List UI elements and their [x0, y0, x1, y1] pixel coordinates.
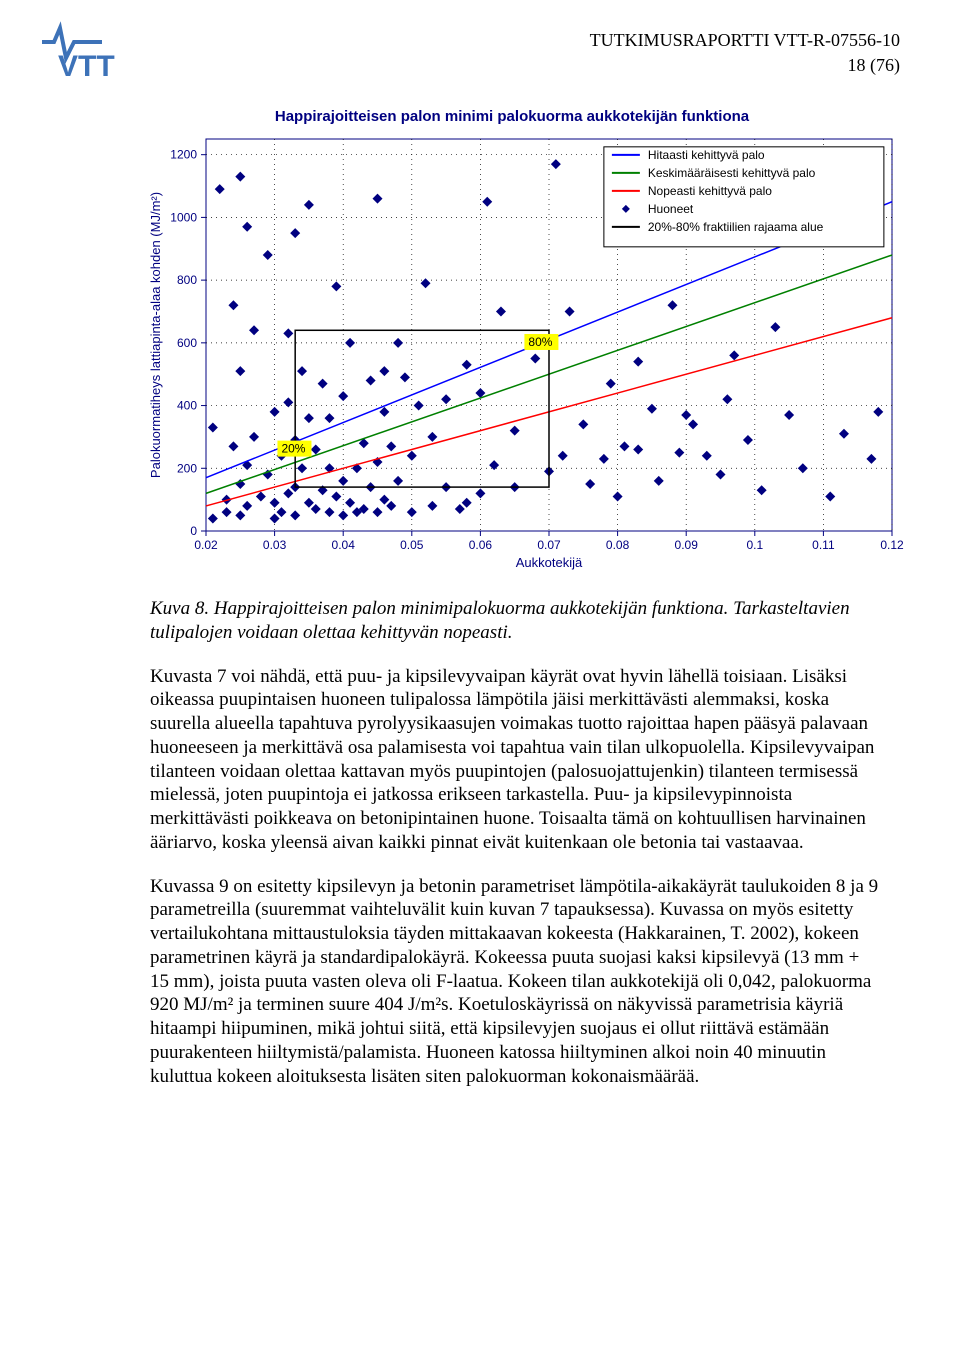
svg-text:0.1: 0.1 — [746, 538, 763, 552]
svg-text:400: 400 — [177, 399, 197, 413]
svg-text:Keskimääräisesti kehittyvä pal: Keskimääräisesti kehittyvä palo — [648, 166, 816, 180]
svg-text:0.07: 0.07 — [537, 538, 561, 552]
page-number: 18 (76) — [590, 55, 900, 76]
svg-text:0.04: 0.04 — [332, 538, 356, 552]
svg-text:Huoneet: Huoneet — [648, 202, 694, 216]
svg-text:0: 0 — [190, 524, 197, 538]
svg-text:VTT: VTT — [58, 50, 115, 82]
vtt-logo: VTT — [40, 20, 170, 82]
svg-text:0.11: 0.11 — [812, 538, 835, 552]
chart-title: Happirajoitteisen palon minimi palokuorm… — [144, 108, 880, 125]
page-header: VTT TUTKIMUSRAPORTTI VTT-R-07556-10 18 (… — [150, 30, 880, 100]
paragraph-2: Kuvassa 9 on esitetty kipsilevyn ja beto… — [150, 875, 880, 1089]
svg-text:Hitaasti kehittyvä palo: Hitaasti kehittyvä palo — [648, 148, 765, 162]
svg-text:0.02: 0.02 — [194, 538, 218, 552]
svg-text:20%-80% fraktiilien rajaama al: 20%-80% fraktiilien rajaama alue — [648, 220, 824, 234]
svg-text:1200: 1200 — [170, 148, 197, 162]
svg-text:20%: 20% — [281, 442, 305, 456]
svg-text:0.08: 0.08 — [606, 538, 630, 552]
svg-text:0.03: 0.03 — [263, 538, 287, 552]
svg-text:0.09: 0.09 — [675, 538, 699, 552]
report-id: TUTKIMUSRAPORTTI VTT-R-07556-10 — [590, 30, 900, 51]
svg-text:Aukkotekijä: Aukkotekijä — [516, 555, 583, 570]
chart-svg: 0 200 400 600 800 1000 1200 0.02 0.03 0.04 0.05 0.0… — [144, 131, 904, 571]
svg-text:Nopeasti kehittyvä palo: Nopeasti kehittyvä palo — [648, 184, 772, 198]
svg-text:600: 600 — [177, 336, 197, 350]
svg-text:Palokuormatiheys lattiapinta-a: Palokuormatiheys lattiapinta-alaa kohden… — [148, 192, 163, 478]
svg-text:80%: 80% — [528, 335, 552, 349]
figure-caption: Kuva 8. Happirajoitteisen palon minimipa… — [150, 597, 880, 645]
svg-text:0.05: 0.05 — [400, 538, 424, 552]
chart-figure: Happirajoitteisen palon minimi palokuorm… — [144, 108, 880, 571]
svg-text:0.12: 0.12 — [880, 538, 904, 552]
svg-text:200: 200 — [177, 461, 197, 475]
svg-text:0.06: 0.06 — [469, 538, 493, 552]
svg-text:1000: 1000 — [170, 210, 197, 224]
svg-text:800: 800 — [177, 273, 197, 287]
paragraph-1: Kuvasta 7 voi nähdä, että puu- ja kipsil… — [150, 665, 880, 855]
